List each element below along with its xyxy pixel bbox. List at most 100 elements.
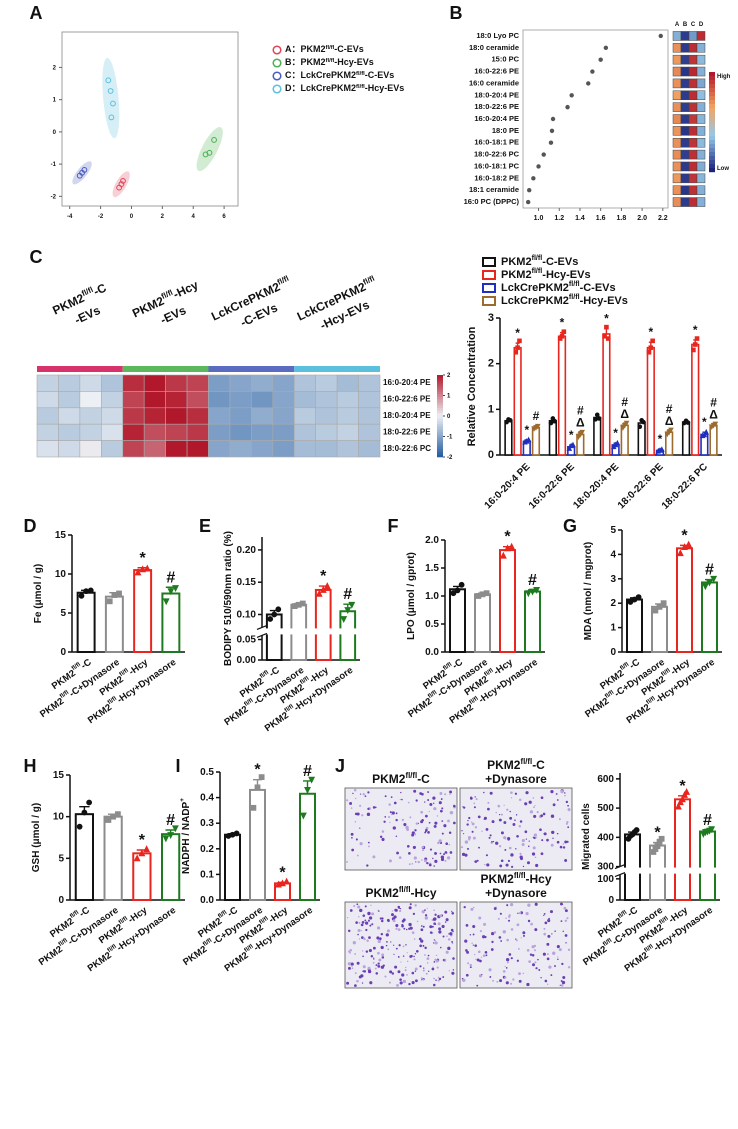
data-point [679, 795, 686, 803]
micrograph-cell [473, 953, 476, 956]
micrograph-cell [472, 906, 475, 909]
micrograph-cell [407, 801, 410, 804]
colorbar-step [437, 448, 443, 452]
micrograph-cell [443, 824, 447, 828]
heat-cell [208, 391, 231, 409]
micrograph-cell [399, 907, 402, 910]
row-label: 16:0-18:1 PC [474, 161, 520, 170]
micrograph-cell [508, 953, 512, 956]
bar [593, 416, 602, 456]
micrograph-cell [377, 964, 381, 968]
heat-cell [696, 114, 706, 124]
bar [681, 421, 691, 456]
heat-cell [688, 78, 698, 89]
micrograph-cell [543, 912, 546, 915]
heat-cell [79, 374, 102, 392]
micrograph-cell [519, 820, 523, 823]
heat-cell [336, 374, 359, 392]
micrograph-cell [441, 807, 444, 810]
bar [314, 588, 332, 661]
micrograph-cell [460, 846, 464, 849]
y-axis-label: GSH (μmol / g) [31, 803, 42, 872]
micrograph-cell [466, 823, 469, 826]
micrograph-cell [432, 917, 437, 921]
micrograph-cell [448, 933, 450, 935]
bar [104, 595, 124, 653]
micrograph [459, 787, 573, 871]
heat-cell [688, 54, 698, 65]
significance-marker: # [703, 812, 712, 829]
micrograph-cell [362, 914, 366, 917]
micrograph-cell [408, 852, 411, 855]
micrograph-cell [405, 928, 408, 931]
heat-cell [680, 137, 690, 148]
data-point [110, 100, 116, 107]
micrograph-cell [422, 969, 425, 972]
data-point [712, 421, 719, 428]
micrograph-cell [424, 814, 428, 818]
colorbar-step [437, 451, 443, 455]
heat-cell [186, 407, 209, 425]
y-axis-label: MDA (nmol / mgprot) [583, 542, 594, 641]
micrograph-cell [372, 946, 376, 950]
micrograph-cell [355, 921, 358, 924]
micrograph-cell [433, 909, 436, 912]
y-tick-label: 0.5 [200, 767, 214, 778]
heat-cell [672, 54, 682, 65]
bar [299, 792, 316, 902]
heat-cell [315, 423, 338, 441]
heat-cell [680, 126, 690, 136]
micrograph-cell [506, 808, 509, 811]
y-tick-label: 2 [610, 598, 616, 609]
micrograph-cell [461, 830, 463, 832]
micrograph-cell [540, 796, 544, 800]
micrograph-cell [495, 811, 497, 814]
heat-cell [229, 374, 252, 392]
significance-marker: * [693, 323, 698, 337]
heat-cell [36, 423, 59, 441]
micrograph-cell [472, 933, 475, 936]
heat-cell [122, 423, 145, 441]
row-label: 18:0-22:6 PC [383, 444, 431, 453]
micrograph-cell [515, 848, 517, 850]
y-axis-label: NADPH / NADP+ [179, 798, 191, 874]
heat-cell [143, 374, 166, 392]
colorbar-step [709, 144, 715, 149]
bar [699, 830, 716, 901]
data-point [110, 813, 117, 820]
micrograph-cell [491, 820, 495, 824]
y-tick-label: 300 [597, 861, 614, 872]
data-point [83, 588, 90, 595]
image-label: +Dynasore [485, 886, 547, 900]
micrograph-cell [428, 821, 431, 824]
data-point [258, 774, 265, 781]
micrograph-cell [369, 981, 373, 985]
x-tick-label: 0 [130, 214, 134, 220]
micrograph-cell [434, 913, 437, 916]
micrograph-cell [363, 970, 367, 973]
micrograph-cell [346, 860, 348, 863]
micrograph-cell [396, 851, 399, 855]
micrograph-cell [406, 952, 408, 954]
micrograph-cell [377, 962, 380, 965]
micrograph-cell [428, 863, 432, 867]
micrograph-cell [373, 958, 375, 960]
group-band [208, 366, 295, 372]
y-tick-label: 10 [53, 811, 65, 822]
micrograph-cell [508, 846, 512, 850]
data-point [86, 799, 93, 806]
micrograph-cell [478, 974, 483, 978]
micrograph-cell [557, 958, 559, 961]
micrograph-cell [469, 963, 472, 967]
micrograph-cell [364, 919, 367, 922]
micrograph-cell [564, 840, 568, 844]
micrograph-cell [347, 962, 352, 966]
micrograph-cell [542, 952, 546, 956]
micrograph-cell [354, 812, 358, 816]
micrograph-cell [486, 863, 490, 867]
micrograph-cell [402, 955, 405, 957]
micrograph-cell [560, 980, 563, 982]
micrograph-cell [442, 959, 445, 962]
y-tick-label: 1.5 [425, 563, 439, 574]
data-point [483, 590, 490, 597]
